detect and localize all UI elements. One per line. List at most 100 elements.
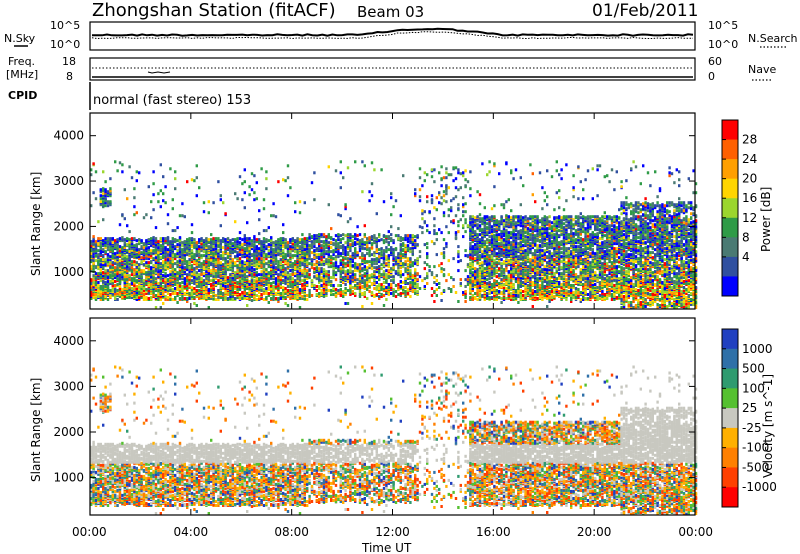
- power-cell: [399, 214, 402, 218]
- power-cell: [474, 220, 477, 224]
- power-cell: [159, 252, 162, 256]
- power-cell: [481, 270, 484, 274]
- power-cell: [284, 296, 287, 299]
- power-cell: [109, 282, 112, 285]
- power-cell: [150, 256, 153, 260]
- power-cell: [181, 288, 184, 291]
- power-cell: [404, 248, 407, 252]
- power-cell: [399, 243, 402, 247]
- power-cell: [94, 240, 98, 244]
- power-cell: [229, 257, 232, 261]
- power-cell: [334, 258, 338, 262]
- power-cell: [298, 271, 302, 275]
- power-cell: [478, 217, 482, 221]
- power-cell: [234, 238, 237, 242]
- power-cell: [133, 295, 136, 298]
- power-cell: [450, 276, 453, 280]
- power-cell: [303, 239, 306, 243]
- power-cell: [464, 230, 467, 234]
- power-cell: [116, 272, 119, 276]
- power-cell: [322, 260, 326, 264]
- power-cell: [409, 281, 412, 284]
- power-cell: [308, 251, 311, 255]
- power-cell: [318, 261, 321, 265]
- power-cell: [296, 282, 299, 285]
- power-cell: [138, 286, 141, 289]
- nsearch-series: [91, 31, 694, 40]
- power-cell: [200, 290, 203, 293]
- power-cell: [186, 286, 189, 289]
- power-cell: [445, 225, 448, 229]
- power-cell: [118, 290, 122, 293]
- power-cell: [320, 272, 323, 276]
- power-cell: [469, 279, 472, 283]
- power-cell: [90, 244, 93, 248]
- power-cell: [123, 297, 126, 300]
- power-cell: [193, 273, 196, 277]
- power-cell: [200, 265, 203, 269]
- power-cell: [382, 261, 386, 265]
- power-cell: [195, 176, 198, 180]
- power-cell: [332, 293, 335, 296]
- power-cell: [296, 256, 299, 260]
- power-cell: [226, 254, 230, 258]
- power-cell: [450, 290, 453, 293]
- power-cell: [474, 270, 477, 274]
- power-cell: [250, 274, 254, 278]
- power-cell: [462, 291, 465, 294]
- power-cell: [207, 269, 210, 273]
- power-cell: [241, 246, 244, 250]
- power-cell: [426, 276, 429, 280]
- power-cell: [164, 201, 167, 205]
- power-cell: [226, 268, 230, 272]
- power-cell: [190, 260, 194, 264]
- power-cell: [116, 289, 119, 292]
- power-cell: [349, 291, 352, 294]
- power-cell: [385, 246, 388, 250]
- power-cell: [462, 235, 465, 239]
- power-cell: [435, 196, 438, 200]
- power-cell: [392, 263, 395, 267]
- power-cell: [164, 261, 167, 265]
- power-cell: [190, 272, 194, 276]
- power-cell: [402, 273, 405, 277]
- power-cell: [265, 296, 268, 299]
- power-cell: [145, 239, 148, 243]
- power-cell: [94, 243, 98, 247]
- power-cell: [214, 281, 218, 284]
- power-cell: [409, 260, 412, 264]
- power-cell: [433, 206, 436, 210]
- power-cell: [440, 165, 443, 169]
- power-cell: [217, 239, 220, 243]
- power-cell: [313, 171, 316, 175]
- power-cell: [342, 290, 345, 293]
- power-cell: [102, 288, 105, 291]
- power-cell: [207, 251, 210, 255]
- power-cell: [188, 275, 191, 279]
- power-cell: [392, 265, 395, 269]
- power-cell: [255, 260, 258, 264]
- power-cell: [212, 264, 215, 268]
- power-cell: [140, 287, 143, 290]
- power-cell: [234, 243, 237, 247]
- power-cell: [363, 268, 366, 272]
- power-cell: [462, 205, 465, 209]
- power-cell: [250, 281, 254, 284]
- power-cell: [368, 241, 371, 245]
- power-cell: [346, 166, 350, 170]
- power-cell: [246, 287, 249, 290]
- power-cell: [375, 270, 378, 274]
- power-cell: [397, 259, 400, 263]
- power-cell: [236, 237, 239, 241]
- power-cell: [469, 268, 472, 272]
- power-cell: [426, 282, 429, 285]
- power-cell: [130, 291, 134, 294]
- power-cell: [118, 223, 122, 227]
- power-cell: [238, 295, 242, 298]
- power-cell: [229, 248, 232, 252]
- power-cell: [301, 250, 304, 254]
- power-cell: [390, 279, 393, 283]
- power-cell: [210, 289, 213, 292]
- power-cell: [147, 284, 150, 287]
- power-cell: [315, 266, 318, 270]
